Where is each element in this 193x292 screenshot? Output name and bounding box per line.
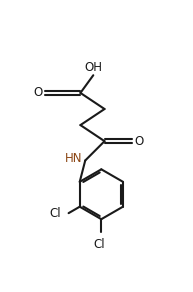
Text: Cl: Cl: [50, 207, 61, 220]
Text: HN: HN: [65, 152, 83, 165]
Text: O: O: [134, 135, 144, 148]
Text: OH: OH: [84, 61, 102, 74]
Text: Cl: Cl: [93, 238, 105, 251]
Text: O: O: [33, 86, 43, 99]
